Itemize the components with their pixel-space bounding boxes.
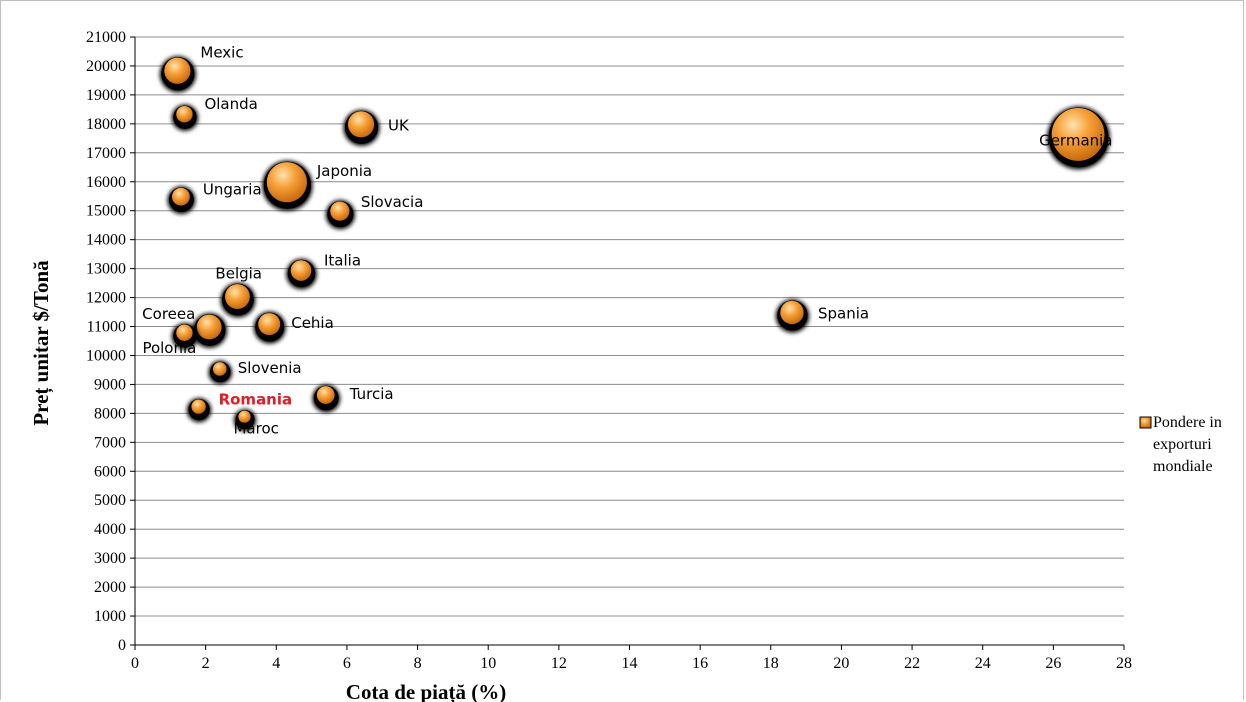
x-tick-label: 28 — [1116, 655, 1132, 672]
point-label-italia: Italia — [324, 252, 361, 270]
bubble-ungaria — [172, 187, 190, 206]
y-tick-label: 12000 — [86, 290, 126, 307]
x-tick-label: 26 — [1045, 655, 1061, 672]
legend: Pondere in exporturi mondiale — [1139, 414, 1222, 475]
bubble-japonia — [266, 162, 307, 203]
x-tick-label: 14 — [622, 655, 638, 672]
y-tick-label: 0 — [118, 637, 126, 654]
bubble-turcia — [316, 386, 335, 404]
y-tick-label: 8000 — [94, 405, 126, 422]
point-label-maroc: Maroc — [233, 420, 278, 438]
x-tick-label: 10 — [480, 655, 496, 672]
point-label-uk: UK — [388, 116, 410, 134]
y-tick-label: 16000 — [86, 174, 126, 191]
x-tick-label: 6 — [343, 655, 351, 672]
x-tick-label: 8 — [414, 655, 422, 672]
legend-swatch — [1139, 416, 1152, 429]
x-tick-label: 18 — [763, 655, 779, 672]
point-label-slovenia: Slovenia — [238, 359, 302, 377]
y-tick-label: 19000 — [86, 87, 126, 104]
y-tick-label: 1000 — [94, 608, 126, 625]
y-tick-label: 21000 — [86, 29, 126, 46]
y-tick-label: 11000 — [87, 319, 126, 336]
y-tick-label: 15000 — [86, 203, 126, 220]
bubbles — [159, 56, 1110, 432]
bubble-slovenia — [212, 362, 227, 376]
bubble-italia — [290, 260, 312, 281]
bubble-coreea — [196, 314, 222, 340]
bubble-uk — [347, 111, 375, 138]
legend-label-line-1: Pondere in — [1153, 414, 1222, 431]
legend-label-line-2: exporturi — [1153, 436, 1212, 453]
point-label-spania: Spania — [818, 304, 869, 322]
y-tick-label: 4000 — [94, 521, 126, 538]
bubble-spania — [780, 300, 804, 325]
y-tick-label: 3000 — [94, 550, 126, 567]
point-label-slovacia: Slovacia — [361, 193, 424, 211]
y-tick-label: 14000 — [86, 232, 126, 249]
legend-label-line-3: mondiale — [1153, 458, 1213, 475]
point-label-polonia: Polonia — [142, 339, 196, 357]
x-tick-label: 16 — [692, 655, 708, 672]
point-label-cehia: Cehia — [291, 314, 334, 332]
point-label-mexic: Mexic — [200, 44, 243, 62]
point-label-coreea: Coreea — [142, 305, 195, 323]
x-tick-label: 12 — [551, 655, 567, 672]
bubble-polonia — [176, 324, 193, 341]
bubble-mexic — [164, 57, 191, 84]
point-label-japonia: Japonia — [316, 162, 372, 180]
y-tick-label: 17000 — [86, 145, 126, 162]
y-tick-label: 9000 — [94, 376, 126, 393]
bubble-belgia — [225, 284, 250, 309]
point-label-turcia: Turcia — [349, 385, 394, 403]
x-tick-label: 20 — [833, 655, 849, 672]
y-axis-title: Preț unitar $/Tonă — [29, 260, 54, 426]
bubble-cehia — [258, 313, 281, 336]
gridlines — [135, 36, 1124, 617]
bubble-slovacia — [330, 201, 350, 221]
axes: 0100020003000400050006000700080009000100… — [86, 29, 1132, 672]
bubble-maroc — [238, 410, 251, 423]
y-tick-label: 6000 — [94, 463, 126, 480]
y-tick-label: 20000 — [86, 58, 126, 75]
y-tick-label: 13000 — [86, 261, 126, 278]
x-tick-label: 4 — [272, 655, 280, 672]
x-tick-label: 24 — [975, 655, 991, 672]
bubble-germania — [1051, 108, 1105, 161]
bubble-romania — [191, 399, 206, 414]
y-tick-label: 7000 — [94, 434, 126, 451]
point-labels: Mexic Olanda UK Germania Japonia Ungaria Slova… — [142, 44, 1112, 438]
point-label-romania: Romania — [219, 391, 293, 409]
point-label-ungaria: Ungaria — [203, 181, 262, 199]
x-tick-label: 0 — [131, 655, 139, 672]
x-axis-title: Cota de piață (%) — [346, 680, 506, 702]
point-label-belgia: Belgia — [215, 265, 262, 283]
y-tick-label: 5000 — [94, 492, 126, 509]
point-label-germania: Germania — [1039, 131, 1112, 149]
x-tick-label: 22 — [904, 655, 920, 672]
y-tick-label: 2000 — [94, 579, 126, 596]
bubble-olanda — [176, 105, 193, 123]
point-label-olanda: Olanda — [204, 95, 257, 113]
y-tick-label: 18000 — [86, 116, 126, 133]
x-tick-label: 2 — [202, 655, 210, 672]
y-tick-label: 10000 — [86, 347, 126, 364]
